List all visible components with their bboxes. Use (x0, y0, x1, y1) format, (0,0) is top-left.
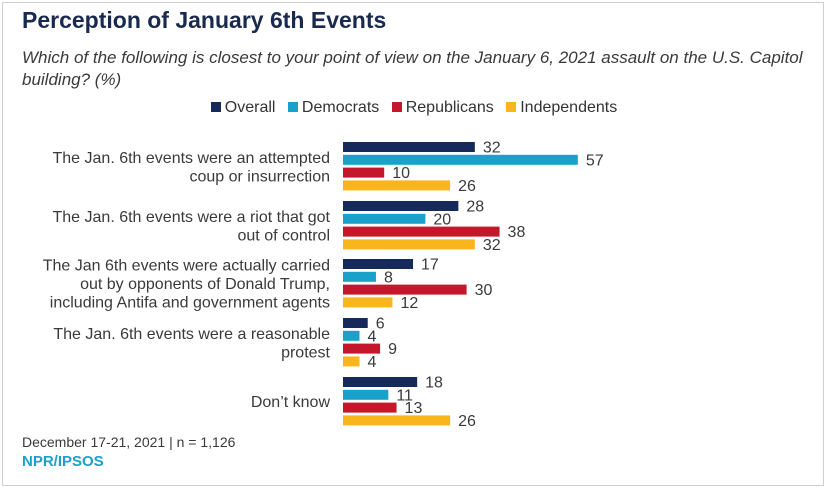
data-label: 10 (392, 165, 410, 182)
bar-independents (343, 180, 451, 191)
bar-overall (343, 259, 414, 269)
bar-independents (343, 239, 475, 250)
data-label: 11 (396, 387, 413, 404)
category-label: The Jan. 6th events were a riot that got (53, 209, 331, 226)
bar-overall (343, 142, 475, 152)
bar-overall (343, 318, 368, 328)
category-label: The Jan. 6th events were a reasonable (53, 326, 330, 343)
data-label: 32 (483, 237, 501, 254)
bar-republicans (343, 284, 467, 295)
legend-swatch (391, 102, 402, 112)
data-label: 17 (421, 257, 439, 274)
bar-republicans (343, 343, 381, 354)
data-label: 38 (508, 224, 526, 241)
data-label: 9 (388, 341, 397, 358)
footer-note: December 17-21, 2021 | n = 1,126 (22, 434, 236, 450)
bar-democrats (343, 271, 376, 282)
category-label: The Jan. 6th events were an attempted (53, 150, 331, 167)
data-label: 13 (405, 400, 423, 417)
data-label: 4 (367, 354, 376, 371)
legend-label: Republicans (405, 99, 494, 116)
legend-item-independents: Independents (506, 99, 617, 117)
data-label: 57 (586, 152, 604, 169)
data-label: 18 (425, 375, 443, 392)
bar-independents (343, 415, 451, 426)
category-label: The Jan 6th events were actually carried (43, 258, 330, 275)
legend-item-overall: Overall (210, 99, 276, 117)
bar-republicans (343, 226, 500, 237)
category-label: coup or insurrection (189, 168, 330, 185)
legend-swatch (210, 102, 221, 112)
data-label: 8 (384, 269, 393, 286)
footer-source: NPR/IPSOS (22, 453, 104, 470)
bar-democrats (343, 154, 578, 165)
legend-swatch (287, 102, 298, 112)
bar-democrats (343, 213, 426, 224)
data-label: 30 (475, 282, 493, 299)
data-label: 4 (367, 328, 376, 345)
bar-democrats (343, 330, 360, 341)
bar-independents (343, 297, 393, 308)
data-label: 32 (483, 140, 501, 157)
legend-item-republicans: Republicans (391, 99, 494, 117)
data-label: 28 (466, 199, 484, 216)
chart-subtitle: Which of the following is closest to you… (22, 48, 803, 89)
legend-swatch (506, 102, 517, 112)
bar-republicans (343, 402, 397, 413)
bar-democrats (343, 389, 389, 400)
legend-item-democrats: Democrats (287, 99, 380, 117)
category-label: Don’t know (251, 394, 331, 411)
bar-independents (343, 356, 360, 367)
bar-overall (343, 377, 418, 387)
data-label: 26 (458, 413, 476, 430)
category-label: out of control (238, 227, 331, 244)
category-label: out by opponents of Donald Trump, (80, 276, 330, 293)
chart-title: Perception of January 6th Events (22, 7, 387, 33)
category-label: including Antifa and government agents (50, 295, 330, 312)
data-label: 12 (400, 295, 418, 312)
data-label: 26 (458, 178, 476, 195)
data-label: 20 (433, 211, 451, 228)
legend-label: Democrats (301, 99, 380, 116)
bar-republicans (343, 167, 385, 178)
data-label: 6 (376, 316, 385, 333)
legend-label: Independents (520, 99, 618, 116)
category-label: protest (281, 344, 330, 361)
legend: Overall Democrats Republicans Independen… (0, 99, 828, 117)
bar-overall (343, 201, 459, 211)
legend-label: Overall (224, 99, 276, 116)
